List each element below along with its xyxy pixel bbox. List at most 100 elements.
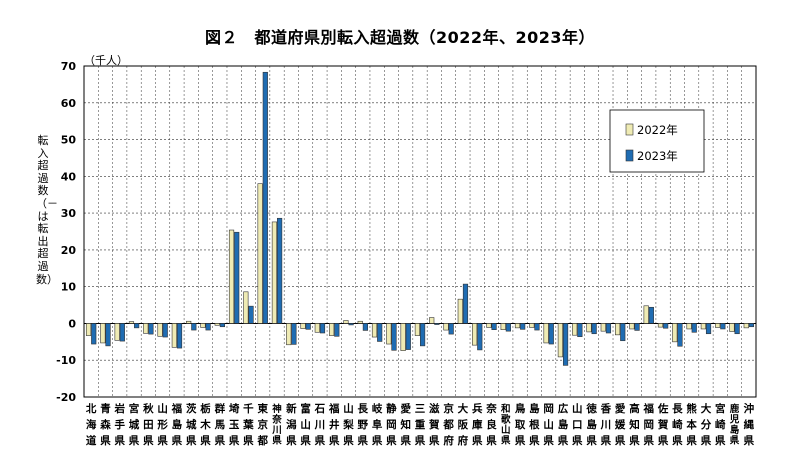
bar-2022-京都府 <box>443 323 449 331</box>
bar-2022-徳島県 <box>586 323 592 333</box>
bar-2023-熊本県 <box>691 323 697 333</box>
bar-2022-三重県 <box>414 323 421 336</box>
bar-2023-山梨県 <box>348 323 354 326</box>
bar-2023-千葉県 <box>248 305 254 324</box>
x-tick-label: 神奈川県 <box>271 403 282 447</box>
x-tick-label: 島根県 <box>529 402 540 447</box>
bar-2022-富山県 <box>300 323 306 329</box>
x-tick-label: 三重県 <box>415 403 426 447</box>
bar-2023-大分県 <box>705 323 712 335</box>
y-axis-unit-label: （千人） <box>84 54 128 67</box>
x-tick-label: 茨城県 <box>186 402 197 447</box>
bar-2023-福岡県 <box>648 306 654 324</box>
x-tick-label: 山梨県 <box>342 402 354 447</box>
x-tick-label: 長崎県 <box>672 403 683 447</box>
x-tick-label: 新潟県 <box>286 402 297 447</box>
bar-2022-長崎県 <box>672 323 678 343</box>
bar-2023-宮崎県 <box>720 323 726 330</box>
bar-2022-滋賀県 <box>429 317 435 324</box>
bar-2022-岩手県 <box>114 323 120 341</box>
bar-2022-広島県 <box>557 323 563 358</box>
bar-2023-和歌山県 <box>505 323 511 332</box>
bar-2022-東京都 <box>257 183 263 324</box>
bar-2022-山梨県 <box>343 320 349 324</box>
bar-2023-香川県 <box>605 323 612 334</box>
x-tick-label: 熊本県 <box>686 402 697 447</box>
x-tick-label: 東京都 <box>256 402 268 447</box>
x-tick-label: 北海道 <box>86 402 97 447</box>
x-tick-label: 栃木県 <box>199 402 211 447</box>
x-tick-label: 愛媛県 <box>614 402 626 447</box>
bar-2023-静岡県 <box>391 323 397 351</box>
bar-2022-和歌山県 <box>500 323 506 330</box>
legend-swatch-1 <box>625 149 634 162</box>
x-tick-label: 静岡県 <box>386 402 397 447</box>
bar-2022-山口県 <box>572 323 578 336</box>
bar-2023-埼玉県 <box>234 231 240 324</box>
x-tick-label: 香川県 <box>600 402 612 447</box>
bar-2023-三重県 <box>419 323 426 347</box>
bar-2023-石川県 <box>319 323 326 334</box>
bar-2022-埼玉県 <box>228 229 235 324</box>
y-tick-label: 60 <box>61 97 77 110</box>
y-tick-label: 40 <box>61 170 77 183</box>
bar-2022-熊本県 <box>686 323 692 330</box>
bar-2023-岐阜県 <box>377 323 383 342</box>
bar-2023-愛知県 <box>405 323 411 350</box>
bar-2023-秋田県 <box>148 323 154 335</box>
x-tick-label: 滋賀県 <box>428 402 440 447</box>
bar-2022-沖縄県 <box>743 323 749 329</box>
x-tick-label: 鳥取県 <box>515 402 526 447</box>
x-tick-label: 広島県 <box>558 402 569 447</box>
y-tick-label: -20 <box>56 391 76 404</box>
legend-swatch-0 <box>625 123 634 136</box>
bar-2022-神奈川県 <box>271 221 278 324</box>
bar-2022-山形県 <box>157 323 163 337</box>
x-tick-label: 京都府 <box>442 402 454 447</box>
bar-2023-佐賀県 <box>663 323 669 329</box>
y-tick-label: 20 <box>61 244 77 257</box>
bar-2023-鳥取県 <box>520 323 526 330</box>
x-tick-label: 宮崎県 <box>715 402 726 447</box>
bar-2023-富山県 <box>305 323 311 330</box>
bar-2023-北海道 <box>91 323 97 345</box>
bar-2022-佐賀県 <box>657 323 664 328</box>
bar-2022-石川県 <box>314 323 320 333</box>
bar-2022-島根県 <box>529 323 535 328</box>
x-tick-label: 佐賀県 <box>657 402 669 447</box>
bar-2023-長崎県 <box>677 323 683 347</box>
bar-2023-大阪府 <box>462 283 469 324</box>
bar-2023-福井県 <box>334 323 340 337</box>
bar-2022-静岡県 <box>386 323 392 345</box>
bar-2023-山口県 <box>577 323 583 337</box>
bar-2022-愛知県 <box>400 323 406 351</box>
bar-2023-徳島県 <box>591 323 597 335</box>
x-tick-label: 大分県 <box>701 402 712 447</box>
bar-2023-兵庫県 <box>477 323 483 351</box>
x-tick-label: 岐阜県 <box>372 402 383 447</box>
x-tick-label: 千葉県 <box>242 402 254 447</box>
x-tick-label: 和歌山県 <box>500 403 511 447</box>
bar-2022-香川県 <box>600 323 606 332</box>
bar-2023-岩手県 <box>119 323 125 342</box>
bar-2023-長野県 <box>362 323 368 331</box>
bar-2022-岡山県 <box>543 323 549 344</box>
y-tick-label: 50 <box>61 134 77 147</box>
legend-label-1: 2023年 <box>637 149 678 163</box>
bar-2022-栃木県 <box>200 323 206 328</box>
bar-2023-高知県 <box>634 323 640 331</box>
x-tick-label: 群馬県 <box>215 402 226 447</box>
bar-2023-東京都 <box>262 71 268 324</box>
bar-2022-鳥取県 <box>514 323 521 329</box>
y-tick-label: 0 <box>68 317 76 330</box>
bar-2022-福島県 <box>171 323 177 348</box>
bar-2022-大分県 <box>700 323 706 330</box>
x-tick-label: 奈良県 <box>485 402 497 447</box>
bar-2022-長野県 <box>357 320 363 324</box>
bar-2022-秋田県 <box>143 323 149 334</box>
x-tick-label: 山形県 <box>157 402 168 447</box>
bar-2023-栃木県 <box>205 323 211 331</box>
x-tick-label: 埼玉県 <box>229 402 240 447</box>
legend-label-0: 2022年 <box>637 123 678 137</box>
